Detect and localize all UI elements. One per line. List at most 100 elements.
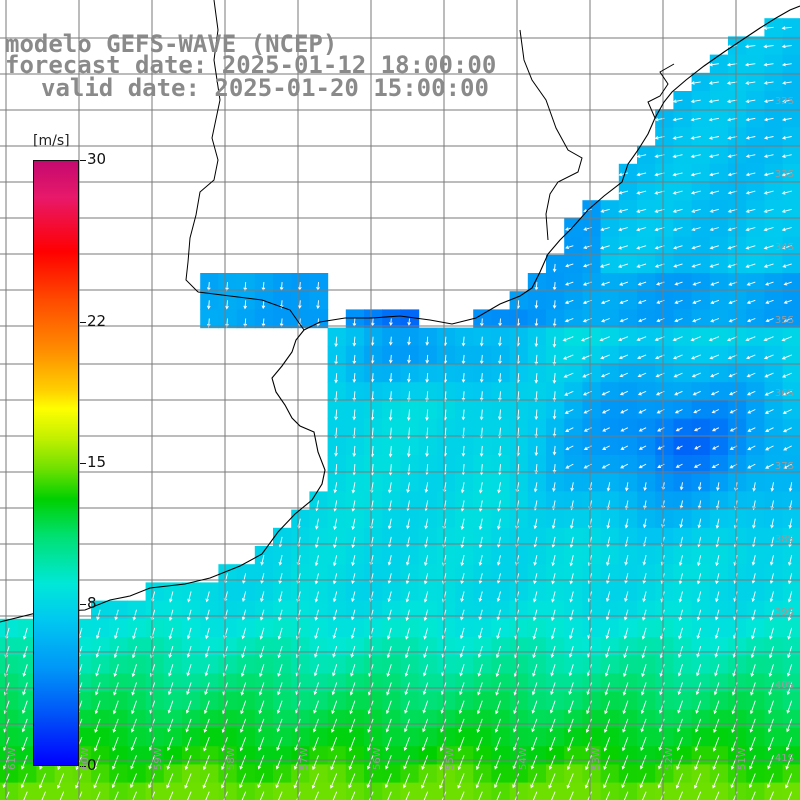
wind-arrow [622, 736, 629, 752]
wind-arrow [716, 482, 720, 492]
wind-arrow [624, 573, 629, 584]
longitude-label: 58W [226, 747, 237, 770]
wind-arrow [533, 536, 538, 548]
wind-arrow [606, 573, 611, 585]
wind-arrow [476, 700, 483, 715]
wind-arrow [405, 791, 410, 800]
wind-arrow [674, 281, 683, 286]
wind-cell [691, 127, 711, 147]
wind-arrow [765, 318, 774, 323]
wind-arrow [769, 591, 774, 603]
wind-cell [618, 436, 638, 456]
wind-arrow [676, 445, 683, 450]
wind-arrow [788, 536, 793, 548]
wind-arrow [477, 664, 483, 677]
wind-arrow [552, 263, 557, 273]
wind-arrow [425, 409, 429, 421]
wind-arrow [185, 718, 192, 733]
wind-arrow [457, 773, 465, 789]
wind-arrow [782, 117, 792, 122]
wind-arrow [642, 518, 647, 529]
wind-arrow [763, 117, 774, 122]
wind-arrow [348, 736, 356, 752]
wind-cell [746, 54, 765, 74]
wind-arrow [333, 554, 338, 567]
wind-arrow [460, 591, 465, 603]
wind-arrow [676, 736, 683, 752]
wind-arrow [692, 281, 701, 286]
wind-arrow [460, 518, 465, 531]
wind-arrow [747, 427, 756, 432]
wind-cell [564, 418, 583, 438]
wind-cell [709, 236, 729, 256]
wind-arrow [276, 736, 283, 751]
wind-arrow [745, 117, 756, 122]
wind-arrow [21, 736, 28, 751]
wind-arrow [619, 281, 629, 286]
longitude-label: 60W [80, 747, 91, 770]
wind-arrow [111, 773, 119, 789]
wind-arrow [260, 554, 265, 566]
wind-arrow [407, 336, 411, 346]
wind-arrow [552, 391, 557, 402]
wind-arrow [534, 373, 539, 384]
wind-arrow [623, 664, 629, 678]
wind-arrow [94, 718, 101, 733]
wind-arrow [636, 190, 647, 195]
wind-arrow [567, 718, 574, 733]
wind-arrow [749, 700, 756, 715]
wind-cell [600, 400, 620, 420]
wind-cell [109, 782, 128, 800]
wind-arrow [405, 573, 410, 585]
wind-arrow [168, 609, 174, 622]
coastline [0, 5, 800, 623]
wind-arrow [674, 390, 683, 396]
wind-arrow [715, 518, 720, 529]
wind-cell [600, 273, 620, 292]
wind-cell [709, 145, 729, 165]
wind-cell [764, 109, 784, 128]
latitude-label: 36S [774, 388, 794, 399]
wind-arrow [386, 682, 392, 696]
wind-arrow [714, 664, 720, 677]
wind-arrow [131, 682, 137, 696]
wind-arrow [496, 554, 501, 566]
wind-arrow [349, 700, 356, 715]
wind-cell [709, 436, 729, 456]
latitude-label: 40S [774, 680, 794, 691]
wind-arrow [565, 427, 574, 432]
wind-arrow [494, 736, 501, 752]
wind-arrow [348, 755, 356, 771]
wind-cell [655, 182, 674, 201]
wind-cell [618, 327, 638, 347]
wind-arrow [763, 26, 774, 30]
wind-arrow [95, 627, 101, 640]
wind-arrow [693, 409, 701, 414]
wind-arrow [496, 573, 501, 584]
wind-cell [746, 345, 765, 365]
wind-arrow [351, 536, 356, 549]
wind-cell [764, 145, 784, 165]
wind-arrow [498, 373, 502, 384]
wind-arrow [714, 791, 720, 800]
wind-cell [655, 163, 674, 183]
wind-arrow [606, 518, 611, 530]
wind-arrow [708, 136, 719, 140]
wind-arrow [406, 482, 410, 494]
wind-cell [709, 163, 729, 183]
wind-arrow [694, 445, 701, 450]
wind-arrow [672, 136, 683, 140]
wind-arrow [550, 627, 556, 640]
wind-cell [655, 218, 674, 238]
wind-arrow [349, 718, 356, 733]
wind-arrow [783, 463, 792, 469]
wind-arrow [710, 372, 720, 378]
wind-arrow [479, 409, 484, 421]
wind-arrow [690, 81, 701, 85]
wind-cell [709, 455, 729, 474]
wind-arrow [788, 518, 793, 529]
wind-arrow [496, 627, 501, 640]
wind-arrow [314, 536, 319, 549]
wind-arrow [696, 664, 702, 677]
